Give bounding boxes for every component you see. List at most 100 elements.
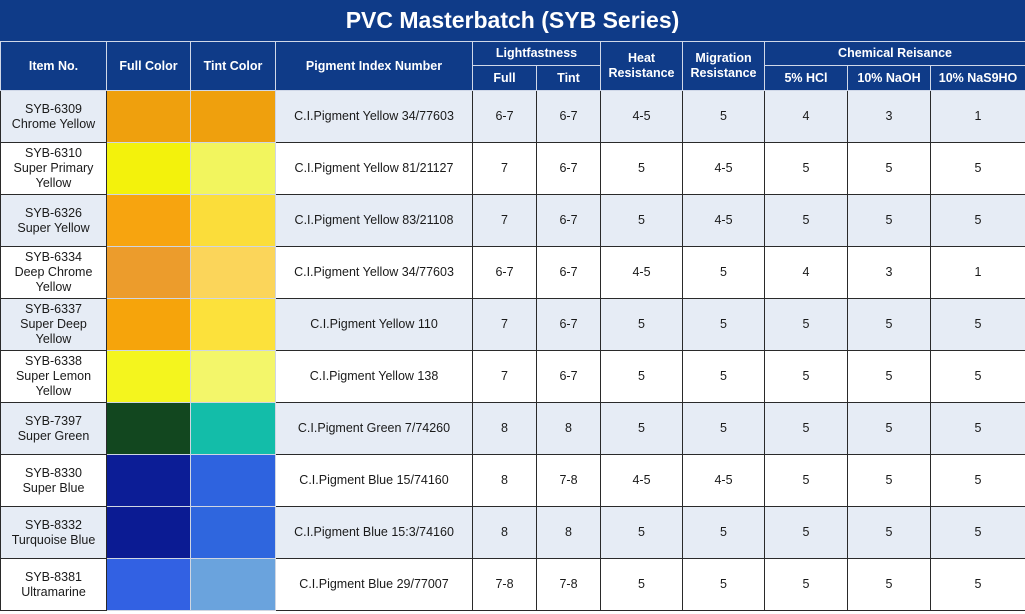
table-row: SYB-8330 Super Blue C.I.Pigment Blue 15/74… — [0, 454, 1025, 507]
item-code: SYB-8381 — [25, 569, 82, 584]
nas-resistance-cell: 5 — [930, 142, 1025, 195]
tint-color-swatch — [190, 350, 276, 403]
item-code: SYB-8330 — [25, 465, 82, 480]
item-cell: SYB-6338 Super Lemon Yellow — [0, 350, 107, 403]
item-code: SYB-6326 — [25, 205, 82, 220]
tint-color-swatch — [190, 246, 276, 299]
item-cell: SYB-6309 Chrome Yellow — [0, 90, 107, 143]
hcl-resistance-cell: 5 — [764, 454, 849, 507]
tint-color-swatch — [190, 558, 276, 611]
lightfastness-full-cell: 7 — [472, 142, 537, 195]
lightfastness-tint-cell: 6-7 — [535, 90, 602, 143]
hcl-resistance-cell: 5 — [764, 142, 849, 195]
heat-resistance-cell: 5 — [600, 558, 684, 611]
nas-resistance-cell: 5 — [930, 558, 1025, 611]
migration-resistance-cell: 5 — [682, 558, 766, 611]
table-row: SYB-8332 Turquoise Blue C.I.Pigment Blue 1… — [0, 506, 1025, 559]
nas-resistance-cell: 5 — [930, 506, 1025, 559]
pigment-index-cell: C.I.Pigment Yellow 34/77603 — [275, 90, 473, 143]
full-color-swatch — [106, 142, 191, 195]
item-cell: SYB-6310 Super Primary Yellow — [0, 142, 107, 195]
heat-resistance-cell: 4-5 — [600, 90, 684, 143]
lightfastness-tint-cell: 8 — [535, 506, 602, 559]
item-name: Chrome Yellow — [11, 116, 96, 131]
header-full-color: Full Color — [106, 41, 191, 91]
lightfastness-tint-cell: 7-8 — [535, 454, 602, 507]
migration-resistance-cell: 5 — [682, 90, 766, 143]
heat-resistance-cell: 4-5 — [600, 454, 684, 507]
naoh-resistance-cell: 3 — [847, 246, 932, 299]
migration-resistance-cell: 5 — [682, 506, 766, 559]
lightfastness-full-cell: 8 — [472, 506, 537, 559]
full-color-swatch — [106, 350, 191, 403]
nas-resistance-cell: 5 — [930, 298, 1025, 351]
lightfastness-full-cell: 7 — [472, 350, 537, 403]
migration-resistance-cell: 5 — [682, 246, 766, 299]
lightfastness-tint-cell: 6-7 — [535, 246, 602, 299]
item-name: Turquoise Blue — [11, 532, 96, 547]
migration-resistance-cell: 5 — [682, 350, 766, 403]
lightfastness-full-cell: 6-7 — [472, 246, 537, 299]
hcl-resistance-cell: 5 — [764, 194, 849, 247]
hcl-resistance-cell: 4 — [764, 246, 849, 299]
item-code: SYB-6309 — [25, 101, 82, 116]
table-row: SYB-6338 Super Lemon Yellow C.I.Pigment Ye… — [0, 350, 1025, 403]
pigment-index-cell: C.I.Pigment Green 7/74260 — [275, 402, 473, 455]
naoh-resistance-cell: 5 — [847, 142, 932, 195]
lightfastness-tint-cell: 8 — [535, 402, 602, 455]
full-color-swatch — [106, 402, 191, 455]
header-migration-resistance: Migration Resistance — [682, 41, 766, 91]
item-name: Super Deep Yellow — [20, 317, 87, 346]
item-name: Super Blue — [22, 480, 85, 495]
item-cell: SYB-8330 Super Blue — [0, 454, 107, 507]
naoh-resistance-cell: 5 — [847, 350, 932, 403]
naoh-resistance-cell: 5 — [847, 558, 932, 611]
full-color-swatch — [106, 298, 191, 351]
pigment-index-cell: C.I.Pigment Blue 29/77007 — [275, 558, 473, 611]
pigment-index-cell: C.I.Pigment Yellow 138 — [275, 350, 473, 403]
pigment-index-cell: C.I.Pigment Yellow 34/77603 — [275, 246, 473, 299]
lightfastness-tint-cell: 6-7 — [535, 142, 602, 195]
pigment-index-cell: C.I.Pigment Yellow 83/21108 — [275, 194, 473, 247]
heat-resistance-cell: 5 — [600, 194, 684, 247]
header-nas: 10% NaS9HO — [930, 65, 1025, 91]
lightfastness-tint-cell: 6-7 — [535, 194, 602, 247]
nas-resistance-cell: 5 — [930, 194, 1025, 247]
page-title: PVC Masterbatch (SYB Series) — [0, 0, 1025, 41]
heat-resistance-cell: 4-5 — [600, 246, 684, 299]
item-code: SYB-8332 — [25, 517, 82, 532]
nas-resistance-cell: 5 — [930, 402, 1025, 455]
table-row: SYB-6337 Super Deep Yellow C.I.Pigment Yel… — [0, 298, 1025, 351]
header-pigment-index: Pigment Index Number — [275, 41, 473, 91]
lightfastness-full-cell: 6-7 — [472, 90, 537, 143]
item-cell: SYB-6337 Super Deep Yellow — [0, 298, 107, 351]
table-row: SYB-6334 Deep Chrome Yellow C.I.Pigment Ye… — [0, 246, 1025, 299]
naoh-resistance-cell: 5 — [847, 402, 932, 455]
pigment-index-cell: C.I.Pigment Blue 15:3/74160 — [275, 506, 473, 559]
table-row: SYB-6310 Super Primary Yellow C.I.Pigment … — [0, 142, 1025, 195]
item-name: Super Yellow — [17, 220, 90, 235]
item-cell: SYB-8381 Ultramarine — [0, 558, 107, 611]
table-row: SYB-6309 Chrome Yellow C.I.Pigment Yellow … — [0, 90, 1025, 143]
nas-resistance-cell: 5 — [930, 454, 1025, 507]
nas-resistance-cell: 1 — [930, 246, 1025, 299]
item-cell: SYB-6326 Super Yellow — [0, 194, 107, 247]
heat-resistance-cell: 5 — [600, 402, 684, 455]
header-hcl: 5% HCl — [764, 65, 849, 91]
naoh-resistance-cell: 5 — [847, 194, 932, 247]
tint-color-swatch — [190, 194, 276, 247]
naoh-resistance-cell: 5 — [847, 298, 932, 351]
header-item-no: Item No. — [0, 41, 107, 91]
migration-resistance-cell: 5 — [682, 402, 766, 455]
item-code: SYB-6338 — [25, 354, 82, 368]
item-code: SYB-6334 — [25, 250, 82, 264]
tint-color-swatch — [190, 454, 276, 507]
header-chemical-resistance: Chemical Reisance — [764, 41, 1025, 66]
migration-resistance-cell: 4-5 — [682, 194, 766, 247]
hcl-resistance-cell: 5 — [764, 506, 849, 559]
lightfastness-full-cell: 8 — [472, 402, 537, 455]
item-cell: SYB-8332 Turquoise Blue — [0, 506, 107, 559]
tint-color-swatch — [190, 142, 276, 195]
header-heat-resistance: Heat Resistance — [600, 41, 684, 91]
full-color-swatch — [106, 194, 191, 247]
